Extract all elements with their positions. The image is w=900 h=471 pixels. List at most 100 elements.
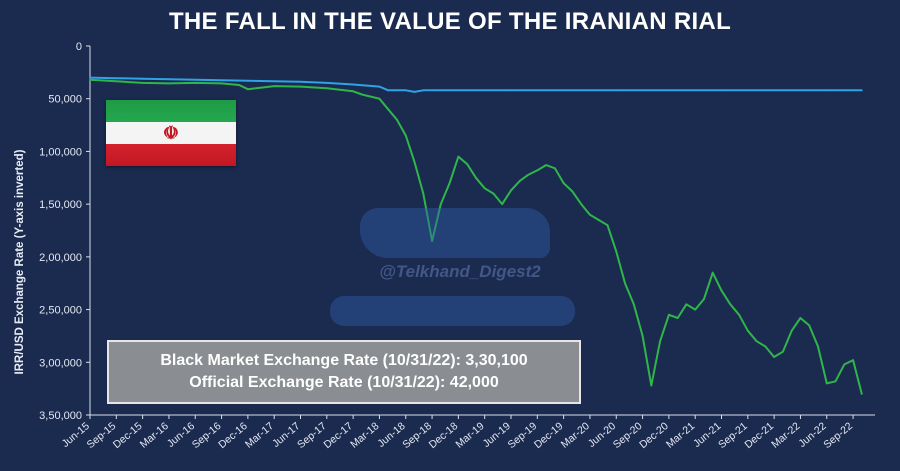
official-data-point	[247, 79, 249, 82]
official-data-point	[387, 89, 390, 92]
y-tick-label: 2,50,000	[39, 305, 82, 317]
x-tick-label: Dec-20	[637, 420, 671, 451]
black-market-data-point	[378, 97, 381, 100]
x-tick-label: Mar-17	[243, 420, 276, 451]
black-market-data-point	[632, 303, 635, 306]
black-market-data-point	[746, 329, 749, 332]
black-market-data-point	[448, 182, 451, 185]
x-tick-label: Mar-19	[453, 420, 486, 451]
black-market-data-point	[624, 282, 626, 285]
black-market-data-point	[860, 393, 863, 395]
chart-axes	[89, 46, 875, 416]
official-data-point	[422, 89, 425, 92]
black-market-data-point	[510, 189, 512, 192]
black-market-data-point	[554, 167, 556, 170]
black-market-data-point	[685, 303, 688, 306]
official-data-point	[273, 80, 276, 83]
black-market-data-point	[501, 203, 504, 206]
black-market-data-point	[799, 317, 802, 319]
black-market-data-point	[720, 289, 723, 292]
black-market-data-point	[571, 190, 574, 193]
x-tick-label: Sep-15	[85, 420, 119, 451]
black-market-data-point	[641, 335, 644, 337]
black-market-data-point	[194, 82, 197, 84]
black-market-data-point	[115, 80, 118, 83]
black-market-data-point	[387, 108, 390, 111]
official-data-point	[378, 85, 381, 88]
black-market-data-point	[475, 176, 477, 179]
y-tick-label: 2,00,000	[39, 252, 82, 264]
black-market-rate-annotation: Black Market Exchange Rate (10/31/22): 3…	[160, 352, 528, 369]
black-market-data-point	[843, 363, 846, 366]
x-tick-label: Dec-16	[216, 420, 250, 451]
black-market-data-point	[422, 192, 425, 195]
black-market-data-point	[369, 95, 372, 98]
black-market-data-point	[711, 271, 714, 274]
black-market-data-point	[834, 380, 837, 383]
black-market-data-point	[729, 303, 732, 306]
black-market-data-point	[764, 345, 767, 348]
black-market-data-point	[404, 134, 407, 137]
x-tick-label: Mar-20	[559, 420, 592, 451]
black-market-data-point	[483, 187, 486, 190]
black-market-data-point	[413, 161, 416, 163]
black-market-rate-line	[89, 78, 863, 395]
black-market-data-point	[773, 356, 775, 358]
black-market-data-point	[439, 203, 442, 206]
x-tick-label: Sep-16	[190, 420, 224, 451]
black-market-data-point	[492, 192, 495, 195]
black-market-data-point	[755, 340, 758, 343]
x-tick-label: Mar-16	[138, 420, 171, 451]
official-data-point	[860, 89, 863, 92]
official-data-point	[115, 77, 118, 80]
flag-red-band	[106, 144, 236, 166]
official-data-point	[325, 82, 328, 84]
official-data-point	[404, 89, 407, 92]
x-tick-label: Dec-17	[321, 420, 355, 451]
chart-series	[89, 76, 863, 395]
y-tick-label: 3,50,000	[39, 410, 82, 422]
flag-white-band: ☫	[106, 122, 236, 144]
y-tick-label: 3,00,000	[39, 357, 82, 369]
black-market-data-point	[89, 78, 91, 81]
official-data-point	[510, 89, 512, 92]
black-market-data-point	[852, 359, 854, 362]
black-market-data-point	[597, 219, 600, 221]
black-market-data-point	[168, 82, 170, 85]
official-rate-annotation: Official Exchange Rate (10/31/22): 42,00…	[189, 374, 499, 391]
black-market-data-point	[247, 88, 249, 91]
y-axis-ticks: 0 50,000 1,00,000 1,50,000 2,00,000 2,50,000 3…	[39, 41, 90, 422]
black-market-data-point	[738, 313, 740, 316]
x-tick-label: Sep-19	[506, 420, 540, 451]
x-tick-label: Mar-21	[664, 420, 697, 451]
x-tick-label: Sep-22	[821, 420, 855, 451]
black-market-data-point	[703, 298, 705, 300]
x-tick-label: Mar-22	[769, 420, 802, 451]
y-axis-label: IRR/USD Exchange Rate (Y-axis inverted)	[14, 149, 26, 375]
y-tick-label: 1,00,000	[39, 146, 82, 158]
official-data-point	[299, 80, 302, 83]
official-data-point	[220, 79, 223, 82]
official-data-point	[168, 78, 170, 81]
x-tick-label: Mar-18	[348, 420, 381, 451]
black-market-data-point	[273, 85, 276, 87]
black-market-data-point	[325, 87, 328, 90]
black-market-data-point	[676, 317, 679, 319]
black-market-data-point	[790, 329, 793, 332]
x-tick-label: Dec-18	[427, 420, 461, 451]
black-market-data-point	[606, 224, 609, 227]
flag-emblem-icon: ☫	[162, 123, 180, 143]
black-market-data-point	[825, 382, 828, 385]
official-data-point	[413, 91, 416, 93]
y-tick-label: 0	[76, 41, 82, 53]
y-tick-label: 50,000	[48, 94, 82, 106]
official-data-point	[352, 83, 354, 86]
black-market-data-point	[527, 173, 530, 176]
official-data-point	[141, 77, 144, 80]
black-market-data-point	[650, 384, 653, 387]
iran-flag-image: ☫	[106, 100, 236, 166]
x-tick-label: Sep-18	[400, 420, 434, 451]
x-tick-label: Sep-20	[611, 420, 645, 451]
x-tick-label: Dec-19	[532, 420, 566, 451]
